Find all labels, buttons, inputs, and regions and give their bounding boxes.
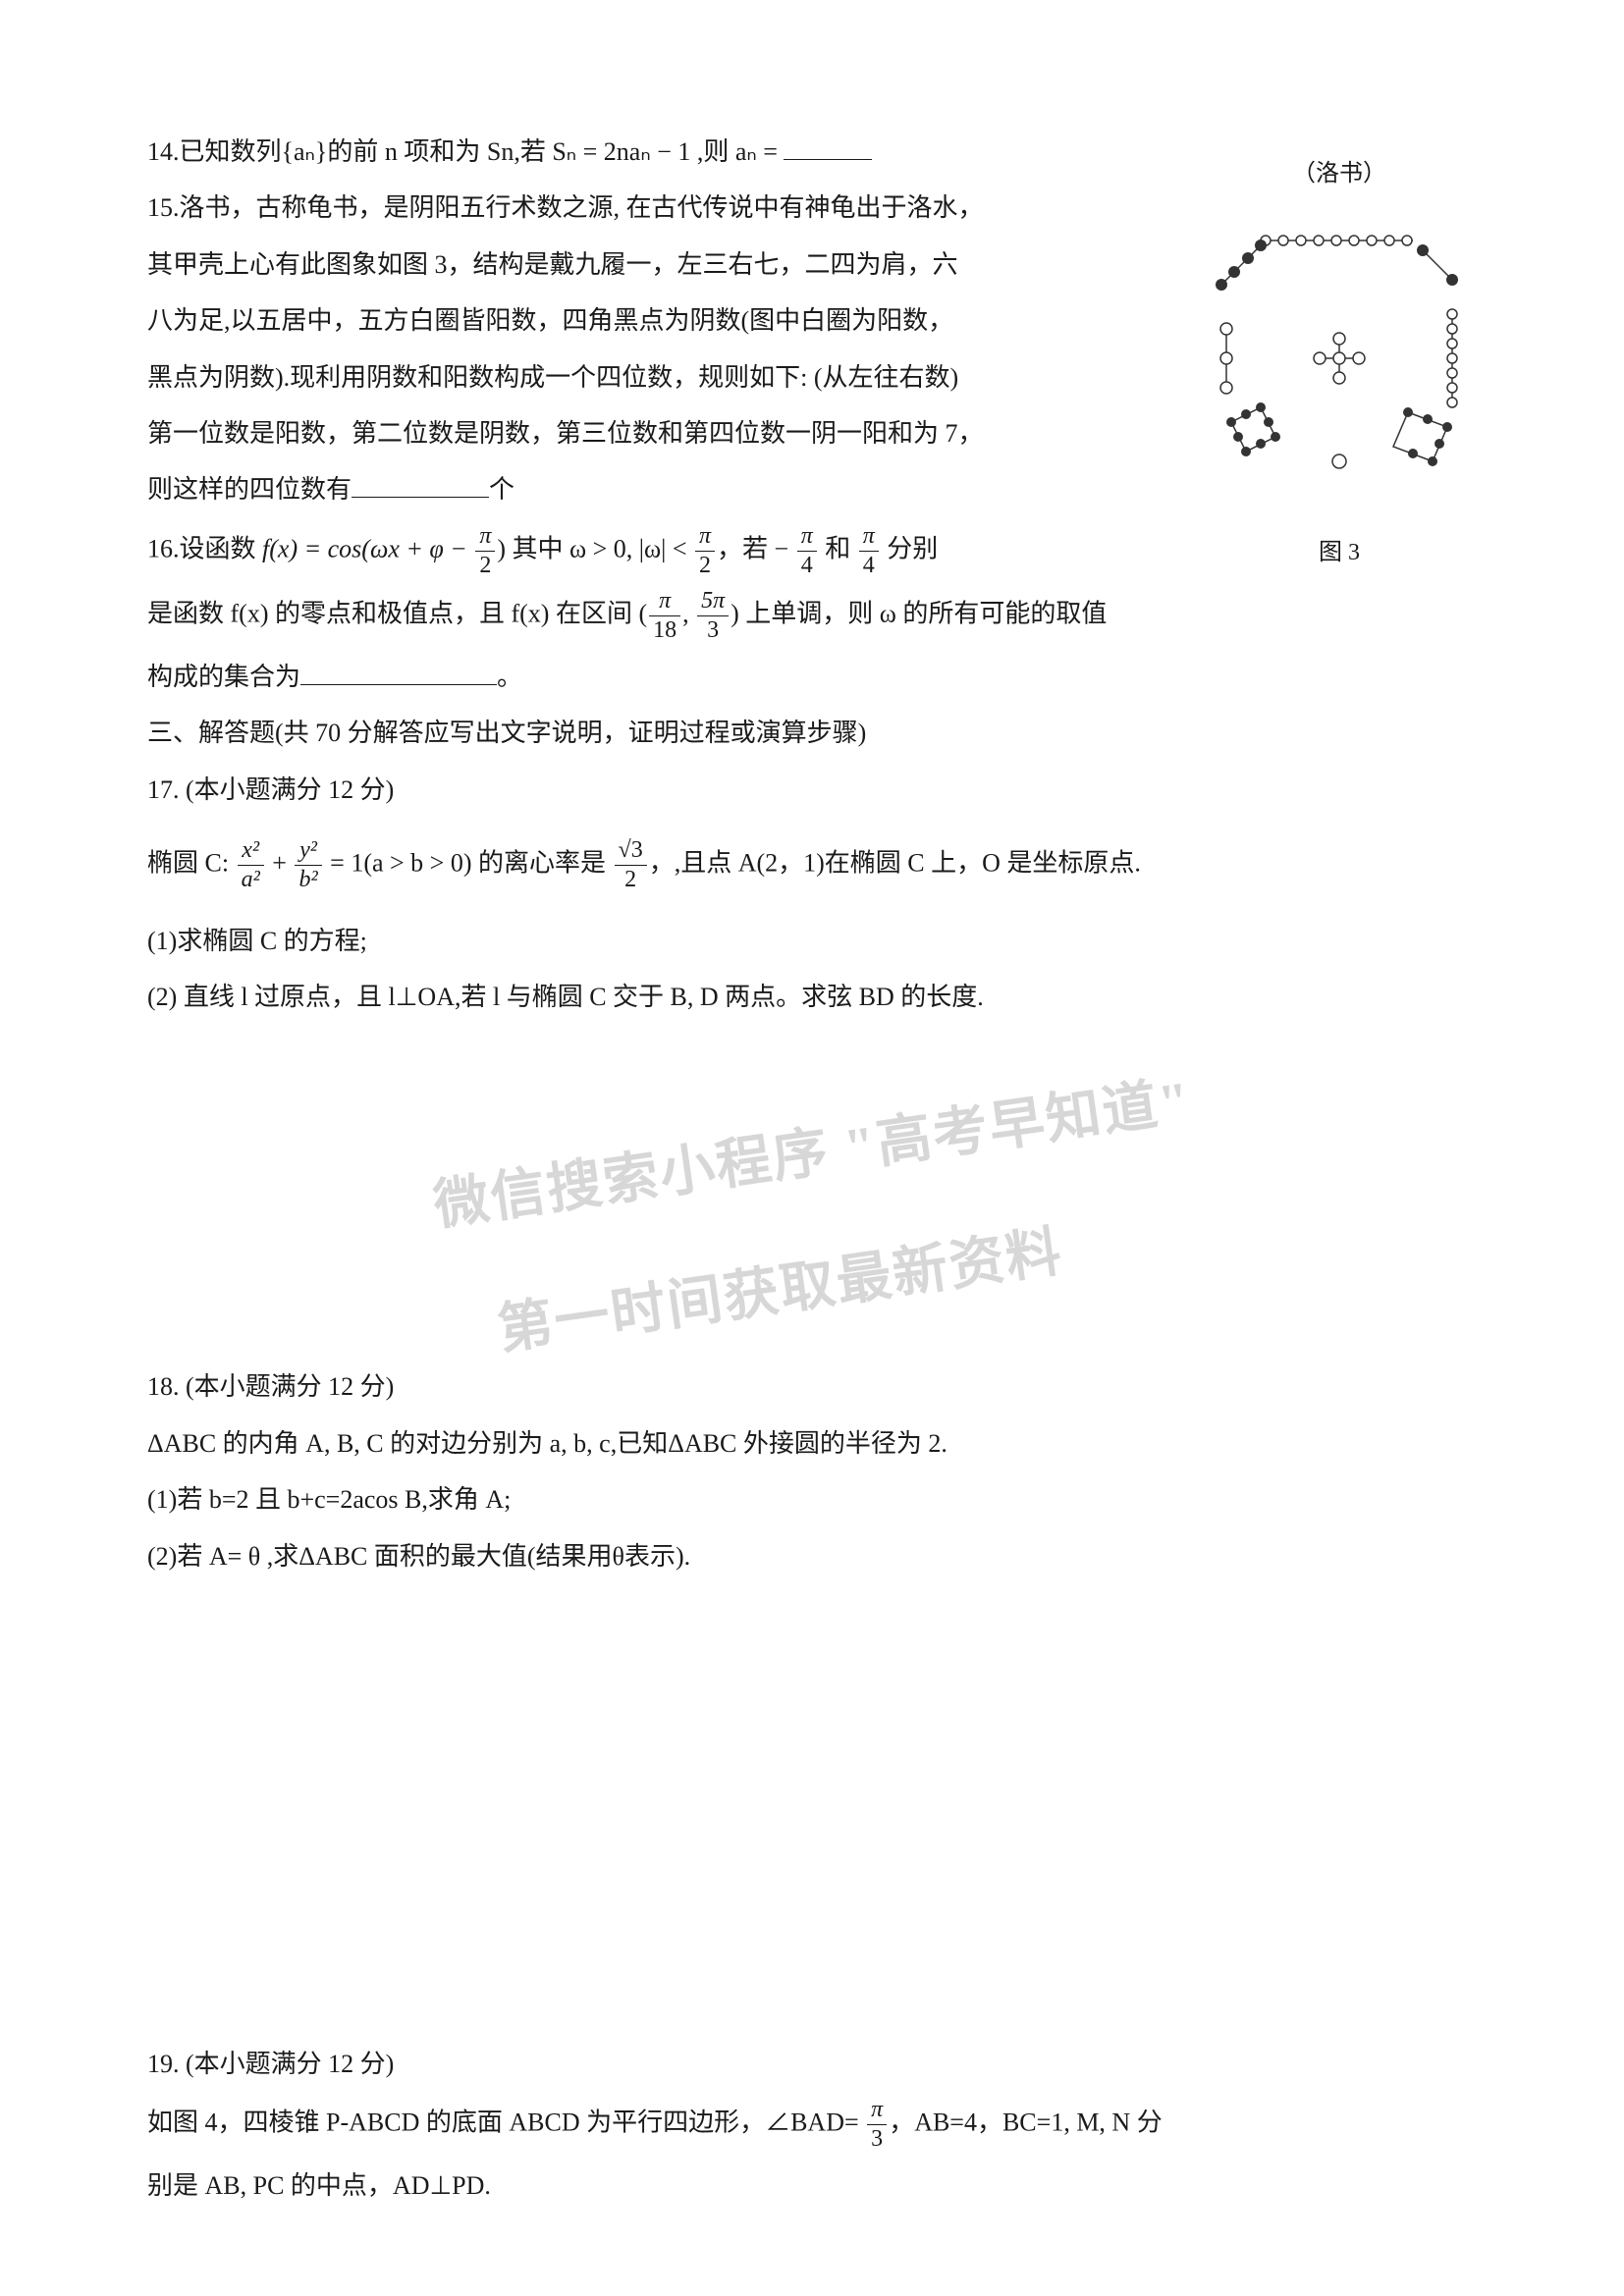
q17-1a: 椭圆 C: — [147, 848, 236, 877]
q17-line1: 椭圆 C: x²a² + y²b² = 1(a > b > 0) 的离心率是 √… — [147, 836, 1477, 894]
q16-2c: ) 上单调，则 ω 的所有可能的取值 — [731, 600, 1107, 628]
q19-1b: ，AB=4，BC=1, M, N 分 — [889, 2109, 1163, 2137]
q16-1a: 16.设函数 — [147, 534, 262, 562]
q16-line3: 构成的集合为 。 — [147, 653, 1477, 701]
spacer1 — [147, 1029, 1477, 1362]
q14-blank — [784, 154, 872, 160]
q16-1b: ) 其中 ω > 0, |ω| < — [497, 534, 693, 562]
q18-sub1: (1)若 b=2 且 b+c=2acos B,求角 A; — [147, 1475, 1477, 1523]
q19-line2: 别是 AB, PC 的中点，AD⊥PD. — [147, 2162, 1477, 2210]
q16-pi2b: π2 — [695, 522, 715, 580]
q19-pi3: π3 — [867, 2096, 887, 2154]
document-body: 14.已知数列{aₙ}的前 n 项和为 Sn,若 Sₙ = 2naₙ − 1 ,… — [147, 128, 1477, 2210]
q15-line5: 第一位数是阳数，第二位数是阴数，第三位数和第四位数一阴一阳和为 7， — [147, 409, 1119, 457]
q16-pi4b: π4 — [859, 522, 879, 580]
q17-y2b2: y²b² — [295, 836, 321, 894]
luoshu-svg — [1202, 201, 1477, 515]
q16-1e: 分别 — [881, 534, 939, 562]
q16-3a: 构成的集合为 — [147, 663, 300, 691]
q15-line4: 黑点为阴数).现利用阴数和阳数构成一个四位数，规则如下: (从左往右数) — [147, 353, 1119, 401]
q17-1b: = 1(a > b > 0) 的离心率是 — [324, 848, 613, 877]
q16-2b: , — [682, 600, 695, 628]
q16-pi2a: π2 — [475, 522, 495, 580]
q16-5pi3: 5π3 — [697, 587, 729, 645]
q15-line6-suffix: 个 — [489, 475, 514, 504]
q14-text: 14.已知数列{aₙ}的前 n 项和为 Sn,若 Sₙ = 2naₙ − 1 ,… — [147, 137, 784, 166]
q16-pi4a: π4 — [797, 522, 817, 580]
q16-1d: 和 — [819, 534, 857, 562]
q19-line1: 如图 4，四棱锥 P-ABCD 的底面 ABCD 为平行四边形，∠BAD= π3… — [147, 2096, 1477, 2154]
q19-title: 19. (本小题满分 12 分) — [147, 2040, 1477, 2088]
q18-sub2: (2)若 A= θ ,求ΔABC 面积的最大值(结果用θ表示). — [147, 1532, 1477, 1580]
q16-3b: 。 — [497, 663, 522, 691]
q17-sub1: (1)求椭圆 C 的方程; — [147, 917, 1477, 965]
q15-line3: 八为足,以五居中，五方白圈皆阳数，四角黑点为阴数(图中白圈为阳数， — [147, 296, 1119, 345]
luoshu-label: （洛书） — [1202, 152, 1477, 197]
q15-line6: 则这样的四位数有 个 — [147, 465, 1119, 513]
q19-1a: 如图 4，四棱锥 P-ABCD 的底面 ABCD 为平行四边形，∠BAD= — [147, 2109, 865, 2137]
section3-header: 三、解答题(共 70 分解答应写出文字说明，证明过程或演算步骤) — [147, 709, 1477, 757]
q15-line1: 15.洛书，古称龟书，是阴阳五行术数之源, 在古代传说中有神龟出于洛水， — [147, 184, 1119, 232]
q17-x2a2: x²a² — [238, 836, 264, 894]
q15: 15.洛书，古称龟书，是阴阳五行术数之源, 在古代传说中有神龟出于洛水， 其甲壳… — [147, 184, 1119, 513]
q16-blank — [300, 679, 497, 685]
luoshu-figure: （洛书） — [1202, 152, 1477, 466]
q17-sqrt32: √32 — [615, 836, 647, 894]
q16-line2: 是函数 f(x) 的零点和极值点，且 f(x) 在区间 (π18, 5π3) 上… — [147, 587, 1477, 645]
q17-title: 17. (本小题满分 12 分) — [147, 766, 1477, 814]
spacer2 — [147, 1588, 1477, 2040]
q16-fx: f(x) = cos(ωx + φ − — [262, 534, 473, 562]
q17-1c: ，,且点 A(2，1)在椭圆 C 上，O 是坐标原点. — [649, 848, 1141, 877]
q18-title: 18. (本小题满分 12 分) — [147, 1362, 1477, 1411]
q18-line1: ΔABC 的内角 A, B, C 的对边分别为 a, b, c,已知ΔABC 外… — [147, 1419, 1477, 1468]
q15-line6-text: 则这样的四位数有 — [147, 475, 352, 504]
q16-2a: 是函数 f(x) 的零点和极值点，且 f(x) 在区间 ( — [147, 600, 647, 628]
luoshu-caption: 图 3 — [1202, 531, 1477, 576]
q16-pi18: π18 — [649, 587, 680, 645]
q17-sub2: (2) 直线 l 过原点，且 l⊥OA,若 l 与椭圆 C 交于 B, D 两点… — [147, 973, 1477, 1021]
q16-1c: ，若 − — [717, 534, 795, 562]
q15-line2: 其甲壳上心有此图象如图 3，结构是戴九履一，左三右七，二四为肩，六 — [147, 240, 1119, 289]
q15-blank — [352, 492, 489, 498]
